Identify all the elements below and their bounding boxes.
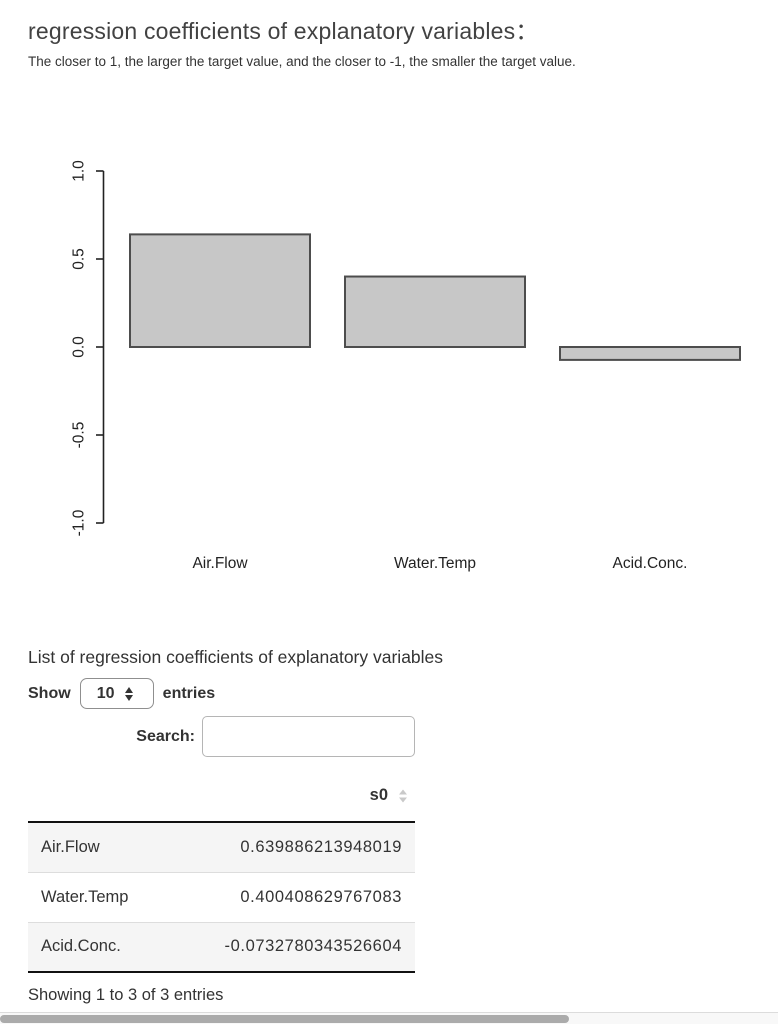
row-name-cell: Air.Flow <box>41 837 100 856</box>
search-control: Search: <box>28 716 415 757</box>
column-header-s0-label: s0 <box>369 786 388 804</box>
page-subtitle: The closer to 1, the larger the target v… <box>28 54 576 69</box>
page-title: regression coefficients of explanatory v… <box>28 18 539 44</box>
y-tick-label: -0.5 <box>71 422 88 449</box>
y-tick-label: 1.0 <box>71 160 88 182</box>
bar-Air.Flow <box>129 233 311 348</box>
y-tick-label: -1.0 <box>71 509 88 536</box>
y-tick-label: 0.0 <box>71 336 88 358</box>
x-category-label: Water.Temp <box>394 555 476 572</box>
table-info: Showing 1 to 3 of 3 entries <box>28 986 224 1004</box>
bar-chart: 1.0 0.5 0.0 -0.5 -1.0 Air.Flow Water.Temp Acid.… <box>71 160 741 572</box>
entries-select[interactable]: 10 <box>79 678 154 709</box>
horizontal-scrollbar-track[interactable] <box>0 1012 778 1024</box>
table-heading: List of regression coefficients of expla… <box>28 647 444 667</box>
coefficients-table: s0 Air.Flow 0.639886213948019 Water.Temp… <box>28 770 415 973</box>
row-value-cell: -0.0732780343526604 <box>161 921 415 972</box>
entries-select-value: 10 <box>96 684 115 702</box>
column-header-name[interactable] <box>28 770 162 823</box>
entries-label: entries <box>162 684 216 702</box>
show-label: Show <box>28 684 71 702</box>
entries-length-control: Show 10 entries <box>28 678 215 709</box>
table-row: Water.Temp 0.400408629767083 <box>28 871 415 922</box>
column-header-s0[interactable]: s0 <box>161 770 415 823</box>
bar-Acid.Conc. <box>559 346 741 361</box>
row-name-cell: Acid.Conc. <box>28 921 162 972</box>
table-header-row: s0 <box>28 770 415 823</box>
search-label: Search: <box>136 727 195 745</box>
sort-icon <box>399 789 407 802</box>
select-spinner-icon <box>124 686 133 701</box>
x-category-label: Acid.Conc. <box>613 555 688 572</box>
x-category-label: Air.Flow <box>192 555 248 572</box>
y-tick-label: 0.5 <box>71 248 88 270</box>
row-value-cell: 0.639886213948019 <box>240 837 402 856</box>
row-name-cell: Water.Temp <box>28 871 162 922</box>
table-row: Air.Flow 0.639886213948019 <box>28 822 415 872</box>
table-row: Acid.Conc. -0.0732780343526604 <box>28 921 415 972</box>
search-input[interactable] <box>202 716 415 757</box>
row-value-cell: 0.400408629767083 <box>161 871 415 922</box>
horizontal-scrollbar-thumb[interactable] <box>0 1015 569 1023</box>
bar-Water.Temp <box>344 275 526 348</box>
